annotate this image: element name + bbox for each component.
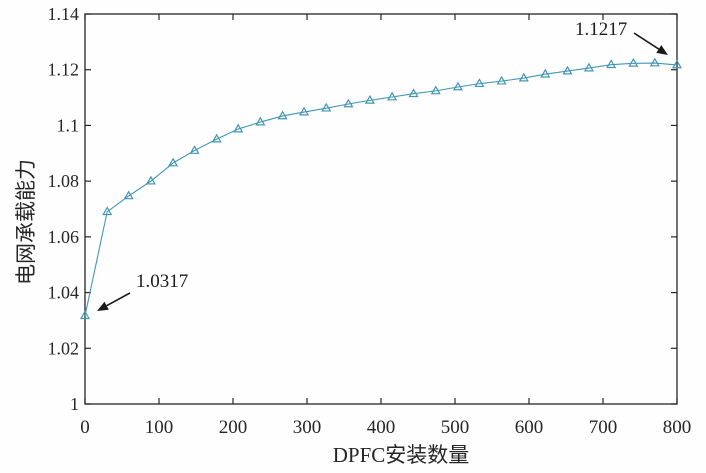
data-point-marker <box>649 57 660 67</box>
data-point-marker <box>671 59 683 69</box>
data-point-marker <box>430 85 441 95</box>
data-point-marker <box>628 57 639 67</box>
data-point-marker <box>562 65 573 75</box>
plot-box <box>84 13 678 405</box>
data-point-marker <box>211 133 222 143</box>
annotation-arrow-head <box>97 301 109 311</box>
y-tick-label: 1.08 <box>48 171 80 191</box>
x-tick-label: 100 <box>145 417 174 438</box>
data-point-marker <box>452 81 463 91</box>
data-point-marker <box>518 72 529 82</box>
x-tick-label: 800 <box>663 417 692 438</box>
x-tick-label: 700 <box>589 417 618 438</box>
y-tick-label: 1.04 <box>48 283 80 303</box>
data-point-marker <box>343 98 354 108</box>
data-point-marker <box>299 106 310 116</box>
data-point-marker <box>364 94 375 104</box>
data-point-marker <box>408 88 419 98</box>
x-tick-label: 200 <box>219 417 248 438</box>
data-point-marker <box>387 91 398 101</box>
data-point-marker <box>123 190 134 200</box>
y-tick-label: 1.06 <box>48 227 80 247</box>
annotation-arrow-head <box>656 45 668 55</box>
data-point-marker <box>277 110 288 120</box>
data-point-marker <box>606 59 617 69</box>
y-tick-label: 1.12 <box>48 60 80 80</box>
y-tick-label: 1 <box>70 394 79 414</box>
data-point-marker <box>102 206 113 216</box>
x-tick-label: 400 <box>367 417 396 438</box>
y-tick-label: 1.1 <box>57 115 80 135</box>
data-point-marker <box>79 310 91 320</box>
data-point-marker <box>321 102 332 112</box>
annotation-first-point: 1.0317 <box>136 271 189 292</box>
y-tick-label: 1.14 <box>48 4 80 24</box>
data-point-marker <box>255 116 266 126</box>
data-point-marker <box>496 75 507 85</box>
data-point-marker <box>168 157 179 167</box>
data-point-marker <box>233 123 244 133</box>
annotation-arrow-shaft <box>633 32 660 50</box>
annotation-last-point: 1.1217 <box>575 19 628 40</box>
x-tick-label: 300 <box>293 417 322 438</box>
data-point-marker <box>145 175 156 185</box>
data-point-marker <box>189 145 200 154</box>
data-point-marker <box>474 78 485 88</box>
x-tick-label: 600 <box>515 417 544 438</box>
x-tick-label: 500 <box>441 417 470 438</box>
x-axis-label: DPFC安装数量 <box>332 443 470 467</box>
data-point-marker <box>540 68 551 78</box>
y-tick-label: 1.02 <box>48 338 80 358</box>
series-line <box>84 62 678 316</box>
y-axis-label: 电网承载能力 <box>14 159 38 285</box>
data-point-marker <box>583 62 594 72</box>
annotation-arrow-shaft <box>106 292 131 307</box>
x-tick-label: 0 <box>80 417 90 438</box>
